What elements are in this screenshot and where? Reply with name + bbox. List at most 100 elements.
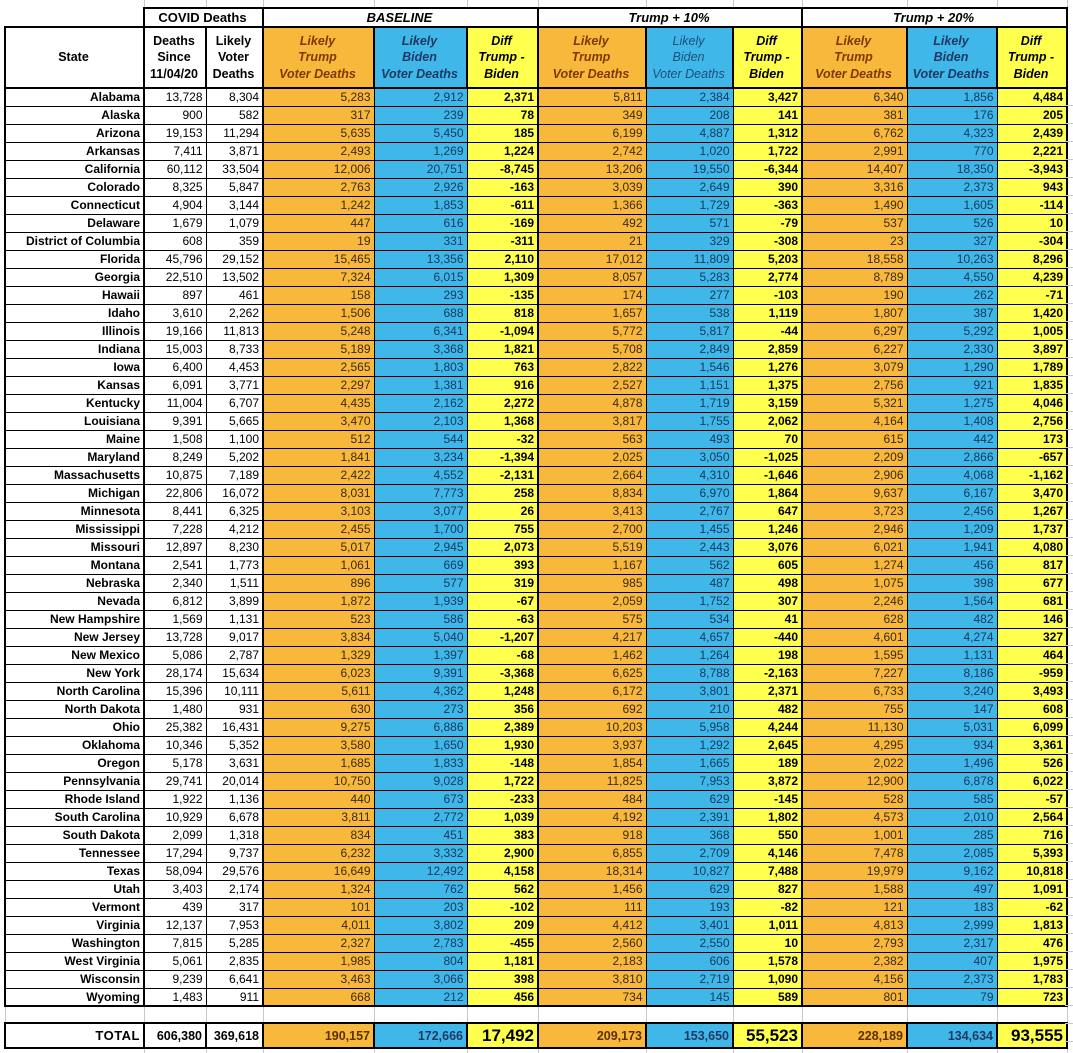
cell-baseline-trump[interactable]: 9,275 — [262, 717, 375, 737]
cell-baseline-biden[interactable]: 20,751 — [373, 159, 468, 179]
cell-t10-trump[interactable]: 1,366 — [537, 195, 647, 215]
cell-t20-trump[interactable]: 18,558 — [801, 249, 908, 269]
cell-t10-trump[interactable]: 1,167 — [537, 555, 647, 575]
cell-baseline-trump[interactable]: 1,061 — [262, 555, 375, 575]
cell-deaths-since[interactable]: 5,086 — [143, 645, 207, 665]
cell-baseline-trump[interactable]: 630 — [262, 699, 375, 719]
cell-baseline-diff[interactable]: 26 — [466, 501, 539, 521]
cell-t10-trump[interactable]: 4,192 — [537, 807, 647, 827]
cell-t20-trump[interactable]: 2,906 — [801, 465, 908, 485]
cell-baseline-trump[interactable]: 1,841 — [262, 447, 375, 467]
cell-t10-diff[interactable]: -103 — [732, 285, 803, 305]
cell-baseline-diff[interactable]: -233 — [466, 789, 539, 809]
cell-t10-diff[interactable]: 198 — [732, 645, 803, 665]
state-name-cell[interactable]: Kansas — [4, 375, 145, 395]
cell-t10-diff[interactable]: 482 — [732, 699, 803, 719]
cell-baseline-diff[interactable]: -169 — [466, 213, 539, 233]
cell-t10-biden[interactable]: 2,391 — [645, 807, 734, 827]
cell-baseline-diff[interactable]: 2,272 — [466, 393, 539, 413]
cell-t20-diff[interactable]: 3,897 — [996, 339, 1068, 359]
cell-baseline-biden[interactable]: 451 — [373, 825, 468, 845]
cell-t20-diff[interactable]: 1,005 — [996, 321, 1068, 341]
cell-t20-biden[interactable]: 482 — [906, 609, 998, 629]
cell-t10-trump[interactable]: 111 — [537, 897, 647, 917]
cell-t20-trump[interactable]: 1,075 — [801, 573, 908, 593]
cell-t10-trump[interactable]: 563 — [537, 429, 647, 449]
cell-t20-diff[interactable]: 3,470 — [996, 483, 1068, 503]
cell-t10-biden[interactable]: 5,958 — [645, 717, 734, 737]
cell-baseline-trump[interactable]: 440 — [262, 789, 375, 809]
cell-t10-biden[interactable]: 1,752 — [645, 591, 734, 611]
cell-t20-trump[interactable]: 1,490 — [801, 195, 908, 215]
cell-t10-trump[interactable]: 3,817 — [537, 411, 647, 431]
cell-t20-diff[interactable]: -57 — [996, 789, 1068, 809]
cell-t10-diff[interactable]: 827 — [732, 879, 803, 899]
cell-baseline-trump[interactable]: 101 — [262, 897, 375, 917]
header-t10-trump-deaths[interactable]: Likely Trump Voter Deaths — [537, 26, 647, 89]
cell-t20-trump[interactable]: 615 — [801, 429, 908, 449]
cell-baseline-biden[interactable]: 2,103 — [373, 411, 468, 431]
cell-baseline-diff[interactable]: 1,722 — [466, 771, 539, 791]
cell-baseline-biden[interactable]: 1,650 — [373, 735, 468, 755]
cell-t20-biden[interactable]: 497 — [906, 879, 998, 899]
cell-t20-biden[interactable]: 2,373 — [906, 969, 998, 989]
cell-baseline-diff[interactable]: -8,745 — [466, 159, 539, 179]
cell-baseline-biden[interactable]: 586 — [373, 609, 468, 629]
cell-likely-voter-deaths[interactable]: 13,502 — [205, 267, 264, 287]
cell-likely-voter-deaths[interactable]: 16,431 — [205, 717, 264, 737]
cell-baseline-trump[interactable]: 6,023 — [262, 663, 375, 683]
cell-t20-trump[interactable]: 7,227 — [801, 663, 908, 683]
cell-baseline-diff[interactable]: 1,368 — [466, 411, 539, 431]
state-name-cell[interactable]: South Carolina — [4, 807, 145, 827]
cell-baseline-biden[interactable]: 293 — [373, 285, 468, 305]
cell-t20-diff[interactable]: 205 — [996, 105, 1068, 125]
cell-baseline-biden[interactable]: 212 — [373, 987, 468, 1007]
state-name-cell[interactable]: Idaho — [4, 303, 145, 323]
cell-t10-biden[interactable]: 193 — [645, 897, 734, 917]
cell-t10-diff[interactable]: 1,119 — [732, 303, 803, 323]
cell-t10-diff[interactable]: 1,864 — [732, 483, 803, 503]
total-label[interactable]: TOTAL — [4, 1022, 145, 1049]
cell-t10-biden[interactable]: 7,953 — [645, 771, 734, 791]
cell-t10-trump[interactable]: 2,700 — [537, 519, 647, 539]
state-name-cell[interactable]: Alaska — [4, 105, 145, 125]
cell-baseline-trump[interactable]: 317 — [262, 105, 375, 125]
cell-t10-biden[interactable]: 1,151 — [645, 375, 734, 395]
cell-baseline-trump[interactable]: 1,324 — [262, 879, 375, 899]
cell-t10-biden[interactable]: 277 — [645, 285, 734, 305]
cell-t20-diff[interactable]: -71 — [996, 285, 1068, 305]
cell-t20-diff[interactable]: 817 — [996, 555, 1068, 575]
cell-t10-biden[interactable]: 329 — [645, 231, 734, 251]
cell-t20-biden[interactable]: 176 — [906, 105, 998, 125]
cell-deaths-since[interactable]: 19,166 — [143, 321, 207, 341]
cell-baseline-biden[interactable]: 1,939 — [373, 591, 468, 611]
cell-baseline-biden[interactable]: 762 — [373, 879, 468, 899]
cell-deaths-since[interactable]: 897 — [143, 285, 207, 305]
cell-deaths-since[interactable]: 58,094 — [143, 861, 207, 881]
cell-t20-biden[interactable]: 10,263 — [906, 249, 998, 269]
cell-t10-trump[interactable]: 11,825 — [537, 771, 647, 791]
cell-baseline-diff[interactable]: 755 — [466, 519, 539, 539]
cell-t10-diff[interactable]: 1,090 — [732, 969, 803, 989]
state-name-cell[interactable]: New Jersey — [4, 627, 145, 647]
cell-t20-trump[interactable]: 528 — [801, 789, 908, 809]
cell-t20-diff[interactable]: 2,221 — [996, 141, 1068, 161]
cell-t10-diff[interactable]: -44 — [732, 321, 803, 341]
cell-baseline-biden[interactable]: 9,028 — [373, 771, 468, 791]
cell-deaths-since[interactable]: 2,541 — [143, 555, 207, 575]
cell-t20-diff[interactable]: -62 — [996, 897, 1068, 917]
cell-deaths-since[interactable]: 8,441 — [143, 501, 207, 521]
cell-likely-voter-deaths[interactable]: 582 — [205, 105, 264, 125]
cell-t20-trump[interactable]: 537 — [801, 213, 908, 233]
cell-t10-diff[interactable]: 2,859 — [732, 339, 803, 359]
cell-t10-diff[interactable]: 5,203 — [732, 249, 803, 269]
cell-deaths-since[interactable]: 22,806 — [143, 483, 207, 503]
cell-baseline-diff[interactable]: 383 — [466, 825, 539, 845]
cell-t10-biden[interactable]: 5,817 — [645, 321, 734, 341]
cell-t10-biden[interactable]: 4,657 — [645, 627, 734, 647]
cell-deaths-since[interactable]: 8,249 — [143, 447, 207, 467]
cell-t10-biden[interactable]: 2,550 — [645, 933, 734, 953]
cell-baseline-diff[interactable]: 4,158 — [466, 861, 539, 881]
cell-t20-diff[interactable]: 6,099 — [996, 717, 1068, 737]
header-trump-plus-20[interactable]: Trump + 20% — [801, 7, 1068, 28]
